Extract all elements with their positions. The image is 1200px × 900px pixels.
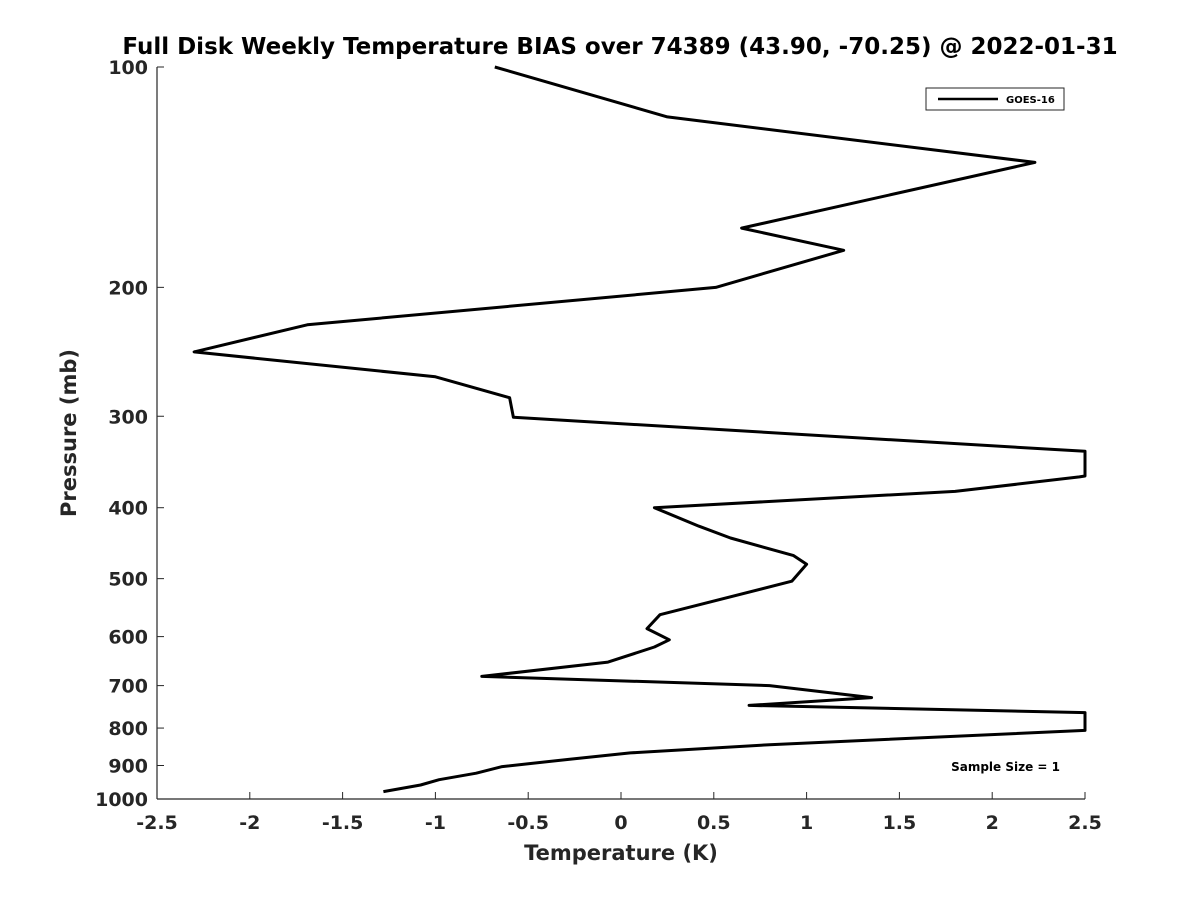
y-tick-label: 200: [108, 277, 148, 299]
x-tick-label: 2: [986, 812, 999, 834]
chart-title: Full Disk Weekly Temperature BIAS over 7…: [122, 34, 1117, 60]
sample-size-annotation: Sample Size = 1: [951, 760, 1060, 774]
y-tick-label: 1000: [95, 789, 148, 811]
x-tick-label: -1.5: [322, 812, 364, 834]
data-layer: [192, 65, 1087, 794]
legend: GOES-16: [925, 87, 1065, 111]
legend-label-goes16: GOES-16: [1006, 95, 1055, 106]
y-tick-label: 300: [108, 406, 148, 428]
x-tick-label: 1: [800, 812, 813, 834]
axes-background: [157, 67, 1085, 799]
y-tick-label: 100: [108, 57, 148, 79]
x-tick-label: -1: [425, 812, 446, 834]
y-tick-label: 700: [108, 676, 148, 698]
plot-area: [156, 65, 1087, 800]
x-axis-label: Temperature (K): [524, 841, 718, 865]
y-tick-label: 500: [108, 569, 148, 591]
x-tick-label: 0: [614, 812, 627, 834]
x-tick-label: 0.5: [697, 812, 731, 834]
y-axis-label: Pressure (mb): [57, 349, 81, 517]
x-tick-label: -2.5: [136, 812, 178, 834]
x-tick-label: -2: [239, 812, 260, 834]
x-tick-label: -0.5: [507, 812, 549, 834]
x-axis-ticks: -2.5 -2 -1.5 -1 -0.5 0 0.5 1 1.5 2 2.5: [136, 792, 1102, 834]
y-tick-label: 600: [108, 627, 148, 649]
y-tick-label: 400: [108, 498, 148, 520]
y-tick-label: 800: [108, 718, 148, 740]
y-tick-label: 900: [108, 756, 148, 778]
series-line-goes16: [192, 65, 1087, 794]
x-tick-label: 2.5: [1068, 812, 1102, 834]
y-axis-ticks: 100 200 300 400 500 600 700 800 900 1000: [95, 57, 164, 811]
x-tick-label: 1.5: [883, 812, 917, 834]
